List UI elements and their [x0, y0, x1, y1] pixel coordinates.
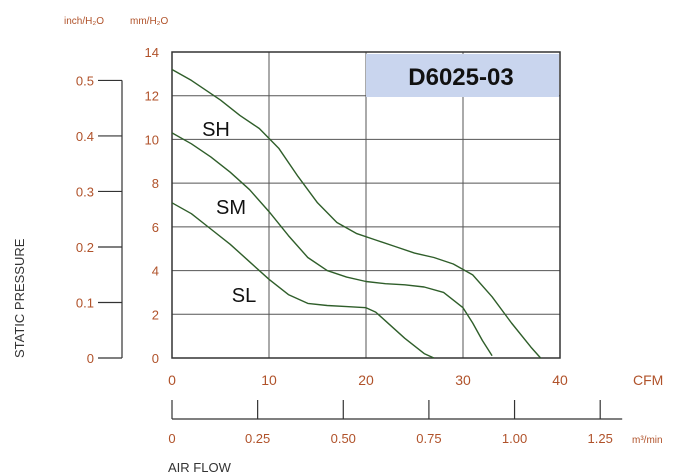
y-tick-inch-label: 0	[87, 351, 94, 366]
title-box	[366, 54, 559, 97]
series-label-sh: SH	[202, 119, 230, 141]
y-tick-inch-label: 0.3	[76, 184, 94, 199]
x-axis-m3: 0 0.25 0.50 0.75 1.00 1.25	[168, 400, 623, 446]
x-tick-cfm-label: 40	[552, 372, 568, 388]
y-tick-mm-label: 2	[152, 307, 159, 322]
x-axis-title: AIR FLOW	[168, 460, 232, 475]
x-ticks-cfm: 0 10 20 30 40	[168, 372, 568, 388]
y-ticks-inch: 0 0.1 0.2 0.3 0.4 0.5	[76, 73, 123, 366]
x-tick-m3-label: 0	[168, 431, 175, 446]
x-tick-m3-label: 0.25	[245, 431, 270, 446]
y-tick-inch-label: 0.5	[76, 73, 94, 88]
x-tick-cfm-label: 30	[455, 372, 471, 388]
series-line-sl	[171, 202, 435, 359]
y-ticks-mm: 0 2 4 6 8 10 12 14	[145, 45, 159, 366]
y-tick-inch-label: 0.2	[76, 240, 94, 255]
x-unit-m3: m³/min	[632, 435, 663, 446]
chart-title: D6025-03	[408, 64, 513, 91]
x-tick-cfm-label: 20	[358, 372, 374, 388]
x-unit-cfm: CFM	[633, 372, 663, 388]
y-tick-mm-label: 8	[152, 176, 159, 191]
y-tick-mm-label: 14	[145, 45, 159, 60]
series-label-sm: SM	[216, 197, 246, 219]
y-unit-mm: mm/H₂O	[130, 16, 169, 27]
x-tick-cfm-label: 0	[168, 372, 176, 388]
y-unit-inch: inch/H₂O	[64, 16, 104, 27]
x-tick-cfm-label: 10	[261, 372, 277, 388]
series-lines	[171, 68, 542, 359]
y-tick-mm-label: 12	[145, 89, 159, 104]
y-axis-title: STATIC PRESSURE	[12, 238, 27, 358]
x-tick-m3-label: 0.50	[331, 431, 356, 446]
x-tick-m3-label: 0.75	[416, 431, 441, 446]
x-tick-m3-label: 1.25	[588, 431, 613, 446]
y-tick-inch-label: 0.1	[76, 295, 94, 310]
series-label-sl: SL	[232, 285, 256, 307]
y-tick-mm-label: 4	[152, 264, 159, 279]
y-tick-inch-label: 0.4	[76, 129, 94, 144]
y-tick-mm-label: 10	[145, 132, 159, 147]
x-tick-m3-label: 1.00	[502, 431, 527, 446]
y-tick-mm-label: 0	[152, 351, 159, 366]
series-line-sm	[171, 132, 493, 357]
series-line-sh	[171, 68, 542, 359]
y-tick-mm-label: 6	[152, 220, 159, 235]
plot-frame	[171, 51, 561, 359]
